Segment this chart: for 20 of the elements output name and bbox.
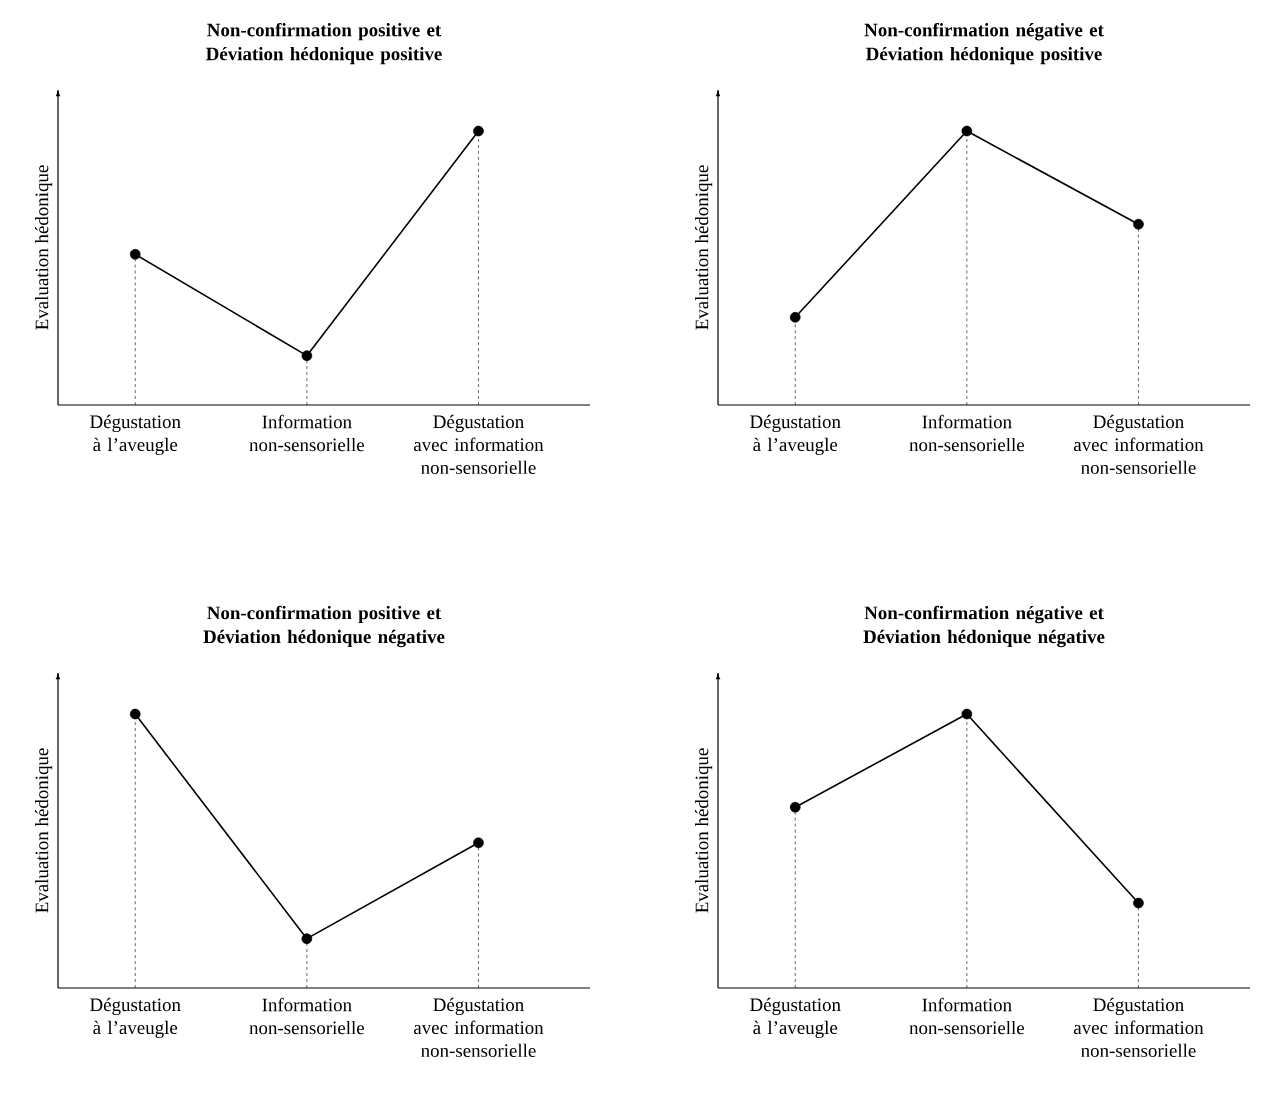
x-tick-label: Information non-sensorielle xyxy=(909,997,1025,1035)
x-tick-label: Information non-sensorielle xyxy=(249,414,365,452)
x-tick-label: Information non-sensorielle xyxy=(909,414,1025,452)
chart-title: Non-confirmation positive et Déviation hédonique positive xyxy=(206,22,442,65)
chart-title: Non-confirmation négative et Déviation hédonique négative xyxy=(863,605,1105,648)
x-tick-label: Dégustation à l’aveugle xyxy=(750,414,841,455)
chart-title: Non-confirmation négative et Déviation hédonique positive xyxy=(864,22,1104,65)
y-axis-title: Evaluation hédonique xyxy=(694,165,713,330)
y-axis-title: Evaluation hédonique xyxy=(34,748,53,913)
x-tick-label: Dégustation avec information non-sensorielle xyxy=(1073,414,1204,474)
x-tick-label: Dégustation à l’aveugle xyxy=(750,997,841,1038)
x-tick-label: Dégustation avec information non-sensorielle xyxy=(413,997,544,1058)
x-tick-label: Dégustation avec information non-sensorielle xyxy=(413,414,544,474)
y-axis-title: Evaluation hédonique xyxy=(694,748,713,913)
chart-title: Non-confirmation positive et Déviation hédonique négative xyxy=(203,605,445,648)
x-tick-label: Dégustation à l’aveugle xyxy=(90,414,181,455)
x-tick-label: Dégustation avec information non-sensorielle xyxy=(1073,997,1204,1058)
y-axis-title: Evaluation hédonique xyxy=(34,165,53,330)
x-tick-label: Information non-sensorielle xyxy=(249,997,365,1035)
x-tick-label: Dégustation à l’aveugle xyxy=(90,997,181,1038)
